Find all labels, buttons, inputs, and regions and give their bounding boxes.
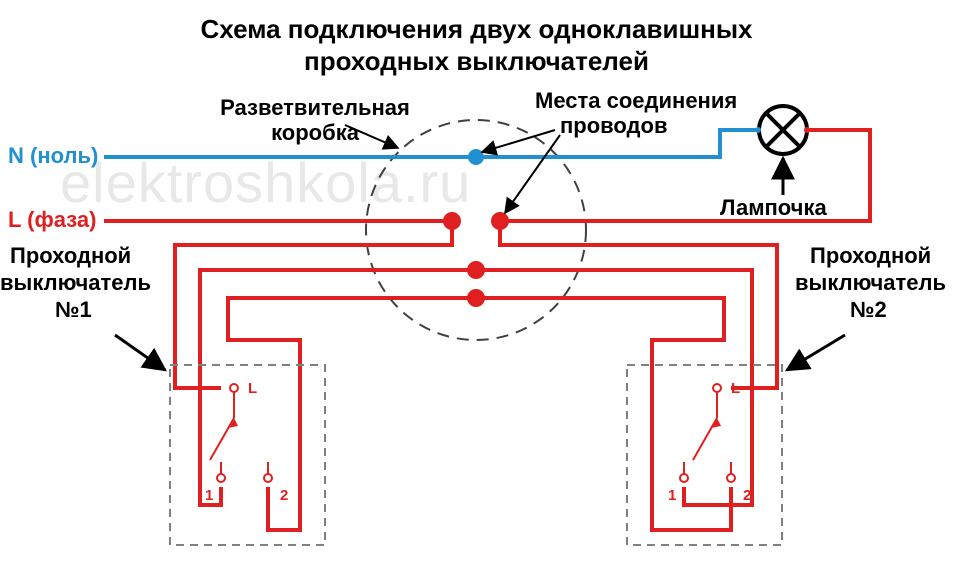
arrow-joints-2 (505, 135, 560, 213)
title-line2: проходных выключателей (0, 46, 953, 77)
label-phase: L (фаза) (8, 207, 96, 233)
label-junction-box2: коробка (185, 120, 445, 146)
neutral-joint (468, 149, 484, 165)
sw1-L-wire (175, 221, 452, 388)
label-wire-joints: Места соединения (535, 88, 737, 114)
sw2-2-label: 2 (743, 487, 751, 504)
label-sw1-l1: Проходной (10, 243, 131, 269)
arrow-sw1 (115, 335, 165, 370)
sw2-term1 (680, 474, 688, 482)
sw1-L-term (230, 384, 238, 392)
label-sw2-l2: выключатель (795, 270, 946, 296)
sw1-t1-wire (200, 270, 476, 505)
sw2-t1-wire (476, 270, 752, 505)
sw2-L-label: L (731, 380, 740, 397)
label-junction-box: Разветвительная (185, 95, 445, 121)
label-neutral: N (ноль) (8, 143, 98, 169)
label-lamp: Лампочка (720, 195, 827, 221)
arrow-joints-1 (482, 130, 555, 152)
sw2-t2-wire (476, 298, 731, 530)
lamp-right-pin (804, 127, 810, 133)
sw1-1-label: 1 (205, 487, 213, 504)
sw1-term1 (217, 474, 225, 482)
diagram-container: { "title_line1": "Схема подключения двух… (0, 0, 953, 570)
sw1-term2 (264, 474, 272, 482)
sw1-2-label: 2 (280, 487, 288, 504)
label-sw2-l3: №2 (850, 297, 887, 323)
label-sw2-l1: Проходной (810, 243, 931, 269)
arrow-sw2 (787, 335, 845, 370)
title-line1: Схема подключения двух одноклавишных (0, 14, 953, 45)
lamp-left-pin (755, 127, 761, 133)
sw2-1-label: 1 (668, 487, 676, 504)
sw1-L-label: L (248, 380, 257, 397)
sw2-L-term (713, 384, 721, 392)
sw2-term2 (727, 474, 735, 482)
label-sw1-l2: выключатель (0, 270, 151, 296)
label-wire-joints2: проводов (560, 113, 667, 139)
label-sw1-l3: №1 (55, 297, 92, 323)
sw2-L-wire (500, 221, 777, 388)
